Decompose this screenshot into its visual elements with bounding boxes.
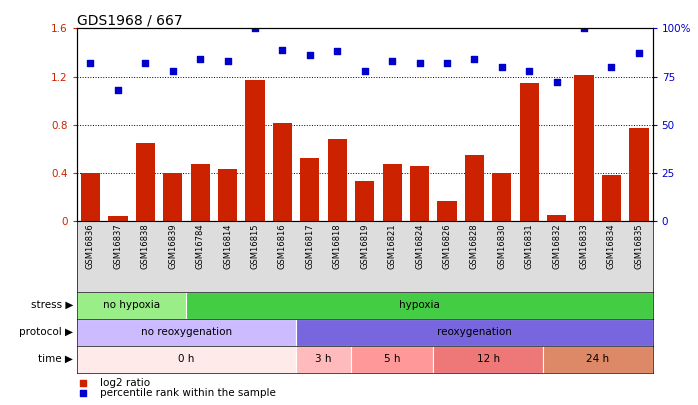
Point	[277, 46, 288, 53]
Point	[469, 56, 480, 62]
Point	[168, 68, 179, 74]
Text: GSM16818: GSM16818	[333, 223, 342, 269]
Text: 12 h: 12 h	[477, 354, 500, 364]
Bar	[135, 143, 155, 221]
Text: reoxygenation: reoxygenation	[437, 327, 512, 337]
Bar	[108, 216, 128, 221]
Bar	[296, 319, 653, 345]
Text: 0 h: 0 h	[178, 354, 195, 364]
Text: no reoxygenation: no reoxygenation	[141, 327, 232, 337]
Bar	[300, 158, 320, 221]
Point	[359, 68, 371, 74]
Text: GSM16814: GSM16814	[223, 223, 232, 269]
Text: time ▶: time ▶	[38, 354, 73, 364]
Point	[112, 87, 124, 93]
Text: GSM16836: GSM16836	[86, 223, 95, 269]
Text: GSM16824: GSM16824	[415, 223, 424, 269]
Bar	[543, 345, 653, 373]
Bar	[246, 80, 265, 221]
Text: GSM16819: GSM16819	[360, 223, 369, 269]
Point	[222, 58, 233, 64]
Text: stress ▶: stress ▶	[31, 300, 73, 310]
Point	[633, 50, 644, 57]
Bar	[351, 345, 433, 373]
Text: protocol ▶: protocol ▶	[20, 327, 73, 337]
Bar	[296, 345, 351, 373]
Bar	[519, 83, 539, 221]
Bar	[630, 128, 648, 221]
Point	[140, 60, 151, 66]
Bar	[273, 124, 292, 221]
Bar	[410, 166, 429, 221]
Bar	[574, 75, 594, 221]
Point	[85, 60, 96, 66]
Point	[551, 79, 563, 85]
Bar	[355, 181, 374, 221]
Point	[77, 380, 88, 387]
Bar	[602, 175, 621, 221]
Bar	[77, 292, 186, 319]
Text: GSM16826: GSM16826	[443, 223, 452, 269]
Text: log2 ratio: log2 ratio	[100, 379, 150, 388]
Text: GSM16835: GSM16835	[634, 223, 644, 269]
Text: GSM16817: GSM16817	[305, 223, 314, 269]
Text: GSM16833: GSM16833	[579, 223, 588, 269]
Text: GSM16828: GSM16828	[470, 223, 479, 269]
Text: 24 h: 24 h	[586, 354, 609, 364]
Bar	[191, 164, 210, 221]
Bar	[465, 155, 484, 221]
Text: hypoxia: hypoxia	[399, 300, 440, 310]
Text: 3 h: 3 h	[315, 354, 332, 364]
Bar	[186, 292, 653, 319]
Point	[414, 60, 425, 66]
Point	[606, 64, 617, 70]
Bar	[383, 164, 402, 221]
Text: GSM16816: GSM16816	[278, 223, 287, 269]
Point	[77, 390, 88, 396]
Text: GSM16831: GSM16831	[525, 223, 534, 269]
Bar	[433, 345, 543, 373]
Text: GSM16838: GSM16838	[141, 223, 150, 269]
Text: GSM16832: GSM16832	[552, 223, 561, 269]
Point	[524, 68, 535, 74]
Text: percentile rank within the sample: percentile rank within the sample	[100, 388, 276, 398]
Point	[332, 48, 343, 55]
Text: no hypoxia: no hypoxia	[103, 300, 160, 310]
Bar	[163, 173, 182, 221]
Text: GSM16830: GSM16830	[497, 223, 506, 269]
Bar	[218, 169, 237, 221]
Text: GSM16834: GSM16834	[607, 223, 616, 269]
Point	[441, 60, 452, 66]
Point	[387, 58, 398, 64]
Text: 5 h: 5 h	[384, 354, 401, 364]
Text: GSM16815: GSM16815	[251, 223, 260, 269]
Text: GDS1968 / 667: GDS1968 / 667	[77, 13, 182, 27]
Bar	[438, 200, 456, 221]
Bar	[327, 139, 347, 221]
Text: GSM16784: GSM16784	[195, 223, 205, 269]
Point	[195, 56, 206, 62]
Point	[304, 52, 315, 59]
Bar	[547, 215, 566, 221]
Bar	[77, 319, 296, 345]
Point	[249, 25, 260, 32]
Bar	[77, 345, 296, 373]
Bar	[81, 173, 100, 221]
Text: GSM16839: GSM16839	[168, 223, 177, 269]
Bar	[492, 173, 512, 221]
Text: GSM16821: GSM16821	[387, 223, 396, 269]
Point	[496, 64, 507, 70]
Point	[579, 25, 590, 32]
Text: GSM16837: GSM16837	[113, 223, 122, 269]
